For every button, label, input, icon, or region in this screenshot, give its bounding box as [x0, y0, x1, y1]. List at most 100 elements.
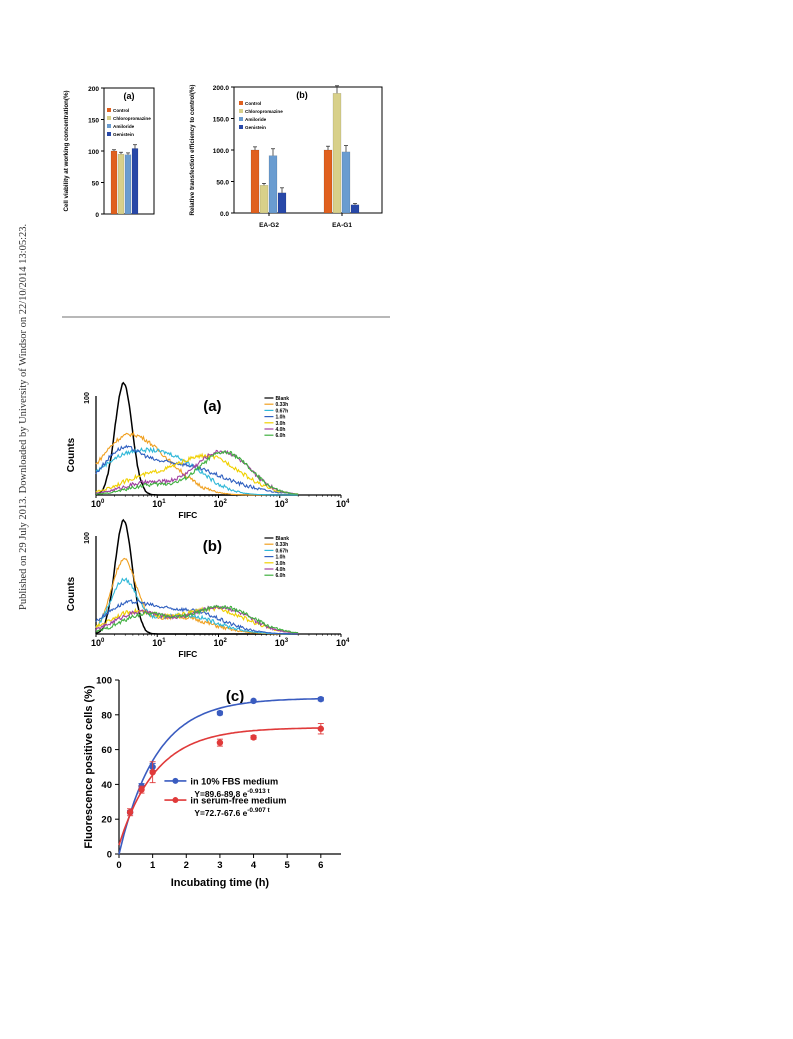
legend-label: 0.33h — [275, 402, 288, 408]
histogram-series — [95, 381, 299, 496]
histogram-series — [95, 604, 299, 634]
bar — [250, 149, 260, 214]
bar — [124, 154, 132, 215]
download-notice-text: Published on 29 July 2013. Downloaded by… — [18, 223, 29, 610]
x-tick-label: 101 — [152, 499, 166, 509]
legend-label: 0.33h — [275, 542, 288, 548]
legend-label: Control — [113, 108, 129, 113]
legend-swatch — [107, 124, 111, 128]
legend-label: 3.0h — [275, 561, 285, 567]
y-tick-label: 100 — [88, 149, 99, 156]
y-tick-label: 100.0 — [213, 148, 230, 155]
x-axis-label: FIFC — [178, 649, 197, 659]
legend-swatch — [107, 116, 111, 120]
x-axis-label: Incubating time (h) — [171, 877, 270, 889]
flow-histogram-b: 100 Counts 100 101 102 103 104 FIFC (b) Blank0.33… — [66, 518, 350, 659]
x-axis-label: FIFC — [178, 510, 197, 520]
x-tick-label: 2 — [184, 860, 189, 871]
y-axis-label: Fluorescence positive cells (%) — [83, 685, 95, 849]
fit-curve — [118, 697, 321, 855]
bar — [259, 185, 269, 214]
y-tick-label: 50.0 — [216, 180, 229, 187]
x-tick-label: 5 — [285, 860, 291, 871]
legend-label: 6.0h — [275, 433, 285, 439]
y-axis-label: Counts — [66, 576, 77, 611]
bar — [117, 153, 125, 215]
panel-label: (a) — [203, 398, 221, 415]
bar — [350, 204, 360, 214]
legend-label: Control — [245, 101, 261, 106]
legend-label: Amiloride — [113, 124, 135, 129]
legend-swatch — [107, 108, 111, 112]
legend-label: 1.0h — [275, 555, 285, 561]
data-point — [317, 725, 325, 732]
x-tick-label: 1 — [150, 860, 156, 871]
data-point — [149, 769, 156, 776]
legend-label: Chloropromazine — [113, 116, 151, 121]
legend-label: Blank — [275, 396, 289, 402]
y-tick-label: 100 — [96, 676, 112, 687]
legend-swatch — [239, 125, 243, 129]
legend-swatch — [239, 117, 243, 121]
y-tick-label: 150.0 — [213, 117, 230, 124]
legend-label: 0.67h — [275, 548, 288, 554]
bar — [110, 150, 118, 215]
x-tick-label: 102 — [214, 499, 228, 509]
fit-equation: Y=72.7-67.6 e-0.907 t — [194, 807, 270, 818]
legend-swatch — [107, 132, 111, 136]
y-tick-label: 60 — [101, 745, 112, 756]
x-tick-label: 103 — [275, 638, 289, 648]
histogram-series — [95, 450, 299, 495]
legend-label: Amiloride — [245, 117, 267, 122]
panel-label: (b) — [296, 90, 308, 100]
legend-swatch — [239, 109, 243, 113]
data-point — [317, 695, 325, 703]
legend-label: Genistein — [245, 125, 266, 130]
x-tick-label: 104 — [336, 638, 350, 648]
bar — [131, 148, 139, 215]
bar — [341, 151, 351, 214]
y-tick-label: 100 — [84, 532, 91, 544]
legend-label: 0.67h — [275, 408, 288, 414]
viability-bar-chart: 0 50 100 150 200 Cell viability at working co… — [63, 86, 155, 219]
x-tick-label: 100 — [91, 638, 105, 648]
legend-label: in serum-free medium — [190, 796, 286, 806]
legend-label: 6.0h — [275, 573, 285, 579]
y-axis-label: Relative transfection efficiency to cont… — [189, 85, 196, 216]
data-point — [216, 709, 224, 717]
data-point — [216, 739, 224, 746]
y-tick-label: 0.0 — [220, 211, 229, 218]
x-tick-label: 103 — [275, 499, 289, 509]
legend-label: 3.0h — [275, 421, 285, 427]
x-tick-label: 6 — [318, 860, 323, 871]
transfection-bar-chart: 0.0 50.0 100.0 150.0 200.0 Relative transfect… — [189, 85, 383, 229]
x-category-label: EA-G2 — [259, 222, 279, 229]
histogram-series — [95, 557, 299, 635]
x-tick-label: 0 — [116, 860, 121, 871]
legend-label: 4.0h — [275, 567, 285, 573]
y-tick-label: 80 — [101, 710, 112, 721]
legend-label: 4.0h — [275, 427, 285, 433]
y-tick-label: 100 — [84, 392, 91, 404]
y-tick-label: 40 — [101, 780, 112, 791]
y-tick-label: 150 — [88, 118, 99, 125]
x-tick-label: 102 — [214, 638, 228, 648]
legend-label: Genistein — [113, 132, 134, 137]
x-category-label: EA-G1 — [332, 222, 352, 229]
histogram-series — [95, 446, 299, 496]
legend-marker — [172, 777, 179, 784]
y-axis-label: Counts — [66, 437, 77, 472]
legend-label: in 10% FBS medium — [190, 776, 278, 786]
bar — [277, 192, 287, 214]
bar — [332, 93, 342, 214]
uptake-kinetics-chart: 0 20 40 60 80 100 0 1 2 3 4 5 6 Incubating time (h) Fl… — [83, 676, 341, 889]
legend-label: Chloropromazine — [245, 109, 283, 114]
section-divider — [62, 316, 390, 318]
flow-histogram-a: 100 Counts 100 101 102 103 104 FIFC (a) Blank0.33… — [66, 381, 350, 520]
y-tick-label: 200.0 — [213, 85, 230, 92]
y-tick-label: 200 — [88, 86, 99, 93]
data-point — [250, 734, 257, 741]
x-tick-label: 100 — [91, 499, 105, 509]
x-tick-label: 3 — [217, 860, 222, 871]
data-point — [126, 809, 134, 816]
